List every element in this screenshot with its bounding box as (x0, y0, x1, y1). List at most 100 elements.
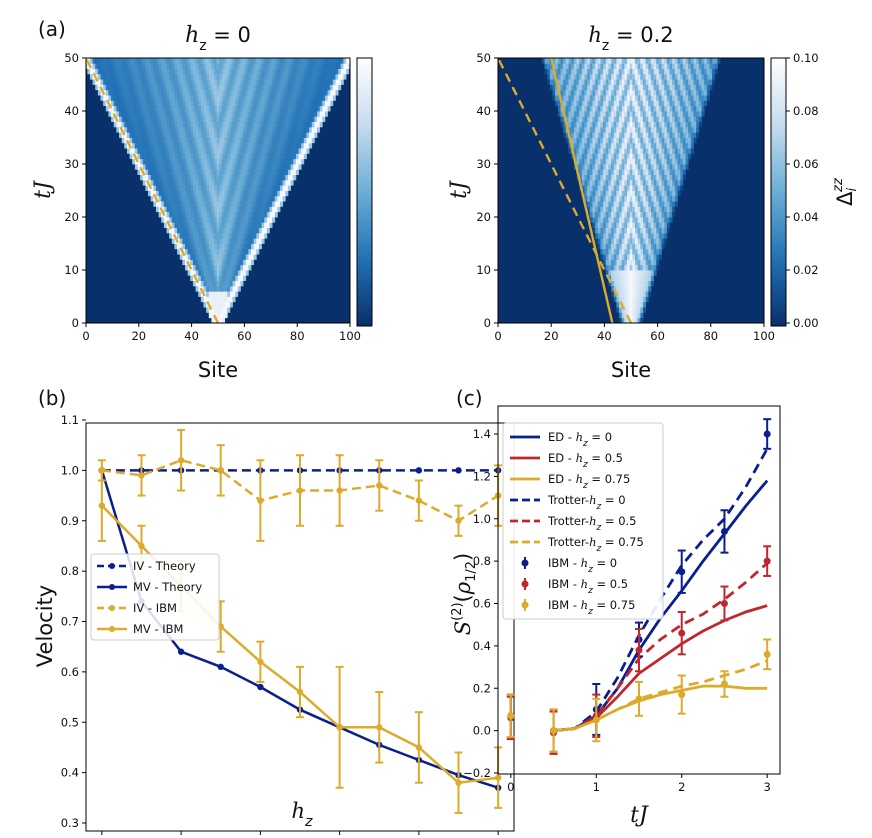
heatmap-cell (589, 148, 593, 154)
heatmap-cell (211, 185, 215, 191)
heatmap-cell (227, 285, 231, 292)
heatmap-cell (134, 79, 138, 85)
heatmap-cell (664, 158, 668, 165)
heatmap-cell (600, 132, 604, 138)
heatmap-cell (290, 116, 294, 122)
heatmap-cell (121, 68, 125, 75)
heatmap-cell (664, 174, 668, 181)
heatmap-cell (611, 79, 615, 85)
heatmap-cell (581, 63, 585, 69)
heatmap-cell (192, 169, 196, 175)
heatmap-cell (111, 58, 115, 64)
heatmap-cell (111, 63, 115, 69)
heatmap-cell (587, 68, 591, 75)
heatmap-cell (295, 111, 299, 117)
heatmap-cell (229, 275, 233, 281)
heatmap-cell (637, 307, 641, 313)
heatmap-cell (637, 137, 641, 144)
heatmap-cell (153, 68, 157, 75)
heatmap-cell (629, 317, 633, 323)
heatmap-cell (650, 179, 654, 186)
heatmap-cell (301, 89, 305, 96)
heatmap-cell (235, 100, 239, 107)
heatmap-cell (229, 164, 233, 170)
heatmap-cell (650, 116, 654, 122)
heatmap-cell (589, 105, 593, 112)
heatmap-cell (187, 254, 191, 260)
heatmap-cell (664, 105, 668, 112)
heatmap-cell (179, 254, 183, 260)
heatmap-cell (674, 164, 678, 170)
heatmap-cell (611, 105, 615, 112)
heatmap-cell (640, 190, 644, 197)
heatmap-cell (611, 227, 615, 234)
heatmap-cell (195, 58, 199, 64)
heatmap-cell (224, 243, 228, 250)
heatmap-cell (203, 248, 207, 255)
heatmap-cell (635, 116, 639, 122)
heatmap-cell (277, 89, 281, 96)
heatmap-cell (605, 148, 609, 154)
heatmap-cell (163, 201, 167, 207)
heatmap-cell (565, 73, 569, 80)
heatmap-cell (240, 227, 244, 234)
heatmap-cell (335, 68, 339, 75)
heatmap-cell (256, 84, 260, 91)
heatmap-cell (200, 174, 204, 181)
heatmap-cell (656, 248, 660, 255)
heatmap-cell (145, 84, 149, 91)
heatmap-cell (208, 73, 212, 80)
heatmap-cell (232, 201, 236, 207)
heatmap-cell (645, 190, 649, 197)
heatmap-cell (163, 206, 167, 213)
heatmap-cell (587, 164, 591, 170)
heatmap-cell (229, 84, 233, 91)
heatmap-cell (200, 227, 204, 234)
heatmap-cell (266, 73, 270, 80)
heatmap-cell (592, 217, 596, 223)
heatmap-cell (171, 121, 175, 128)
heatmap-cell (549, 68, 553, 75)
heatmap-cell (251, 95, 255, 101)
heatmap-cell (179, 142, 183, 149)
heatmap-cell (656, 84, 660, 91)
heatmap-cell (690, 148, 694, 154)
heatmap-cell (653, 89, 657, 96)
heatmap-cell (219, 217, 223, 223)
heatmap-cell (251, 100, 255, 107)
heatmap-cell (208, 195, 212, 202)
heatmap-cell (579, 121, 583, 128)
heatmap-cell (322, 111, 326, 117)
heatmap-cell (295, 169, 299, 175)
heatmap-cell (224, 158, 228, 165)
heatmap-cell (274, 121, 278, 128)
heatmap-cell (613, 179, 617, 186)
heatmap-cell (229, 121, 233, 128)
heatmap-cell (153, 164, 157, 170)
heatmap-cell (195, 254, 199, 260)
heatmap-cell (229, 201, 233, 207)
heatmap-cell (174, 58, 178, 64)
heatmap-cell (272, 164, 276, 170)
heatmap-cell (611, 142, 615, 149)
heatmap-cell (677, 100, 681, 107)
heatmap-cell (195, 285, 199, 292)
heatmap-cell (119, 73, 123, 80)
heatmap-cell (198, 280, 202, 287)
heatmap-cell (619, 63, 623, 69)
heatmap-cell (690, 126, 694, 133)
heatmap-cell (656, 95, 660, 101)
heatmap-cell (224, 275, 228, 281)
heatmap-cell (185, 238, 189, 244)
heatmap-cell (576, 79, 580, 85)
heatmap-cell (674, 126, 678, 133)
heatmap-cell (571, 111, 575, 117)
heatmap-cell (97, 68, 101, 75)
heatmap-cell (677, 116, 681, 122)
heatmap-cell (203, 280, 207, 287)
heatmap-cell (232, 232, 236, 239)
heatmap-cell (171, 111, 175, 117)
heatmap-cell (696, 84, 700, 91)
heatmap-cell (648, 164, 652, 170)
heatmap-cell (163, 190, 167, 197)
